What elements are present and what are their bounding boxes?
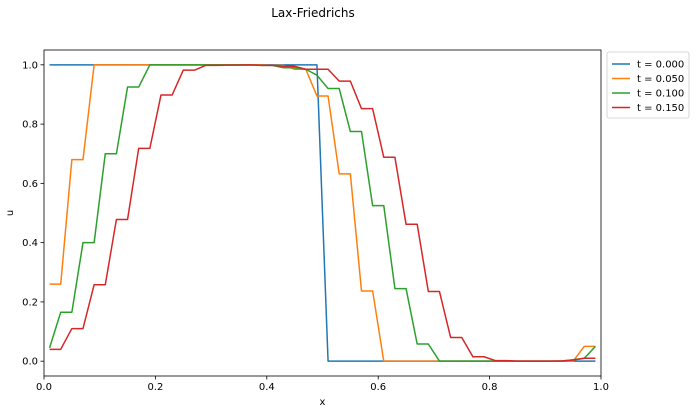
y-tick-label: 0.4 [22,238,38,249]
y-tick-label: 0.6 [22,179,38,190]
y-tick-label: 0.2 [22,297,38,308]
x-tick-label: 1.0 [593,382,609,393]
legend-label: t = 0.050 [637,74,684,85]
chart-title: Lax-Friedrichs [271,6,355,20]
x-tick-label: 0.0 [36,382,52,393]
series-line-0 [49,64,596,362]
x-tick-label: 0.2 [147,382,163,393]
y-tick-label: 0.0 [22,357,38,368]
legend-label: t = 0.150 [637,103,684,114]
legend-box [606,51,690,119]
y-axis: 0.0 0.2 0.4 0.6 0.8 1.0 [22,60,44,368]
plot-area-frame [43,49,602,377]
y-tick-label: 1.0 [22,60,38,71]
x-axis-label: x [320,397,326,408]
legend-label: t = 0.100 [637,89,684,100]
y-tick-label: 0.8 [22,120,38,131]
x-tick-label: 0.6 [370,382,386,393]
x-tick-label: 0.8 [482,382,498,393]
legend-label: t = 0.000 [637,60,684,71]
y-axis-label: u [5,210,16,216]
x-tick-label: 0.4 [259,382,275,393]
series-line-3 [49,64,596,362]
x-axis: 0.0 0.2 0.4 0.6 0.8 1.0 [36,376,609,393]
legend: t = 0.000 t = 0.050 t = 0.100 t = 0.150 [606,51,690,119]
series-layer [48,64,596,362]
